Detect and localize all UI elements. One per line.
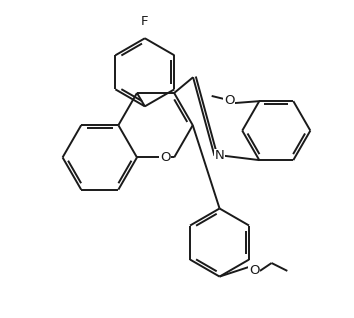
Text: O: O [224,94,234,107]
Text: O: O [160,151,171,164]
Text: O: O [249,264,259,277]
Text: N: N [215,149,224,162]
Text: F: F [141,15,149,28]
